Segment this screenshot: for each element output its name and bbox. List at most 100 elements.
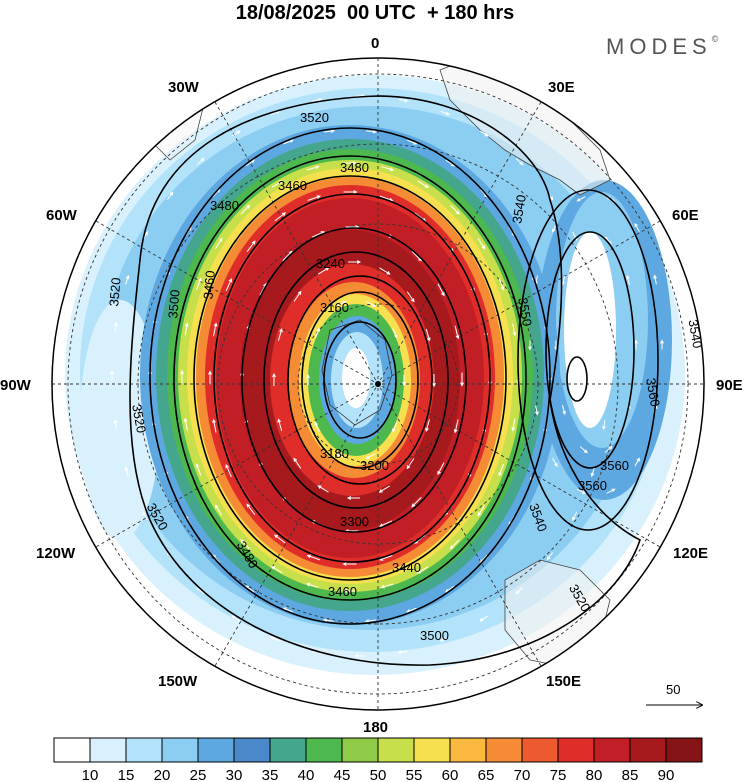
- wind-arrow: [113, 419, 118, 430]
- wind-arrow: [398, 98, 409, 103]
- contour-3440: [213, 193, 491, 563]
- wind-arrow: [354, 654, 365, 658]
- wind-arrow: [512, 323, 517, 337]
- colorbar-label: 10: [82, 767, 99, 782]
- contour-label: 3520: [300, 110, 329, 125]
- colorbar-swatch: [413, 737, 451, 763]
- contour-3460: [193, 175, 507, 581]
- wind-arrow: [602, 420, 606, 431]
- wind-arrow: [240, 539, 250, 549]
- colorbar-label: 45: [334, 767, 351, 782]
- wind-arrow: [110, 370, 114, 381]
- map-title: 18/08/2025 00 UTC + 180 hrs: [235, 2, 515, 24]
- wind-arrow: [293, 290, 302, 302]
- wind-arrow: [411, 497, 422, 508]
- contour-label: 3180: [320, 446, 349, 461]
- wind-arrow: [579, 237, 588, 245]
- wind-arrow: [604, 445, 613, 453]
- colorbar-swatch: [593, 737, 631, 763]
- wind-arrow: [406, 291, 415, 303]
- map-disk: 3520 3480 3460 3480 3540 3520 3500 3460 …: [52, 58, 704, 710]
- wind-arrow: [378, 485, 390, 493]
- colorbar-swatch: [161, 737, 199, 763]
- lon-label-180: 180: [363, 719, 388, 736]
- wind-arrow: [246, 503, 256, 516]
- wind-arrow: [380, 583, 394, 589]
- colorbar-label: 30: [226, 767, 243, 782]
- wind-arrow: [184, 322, 189, 336]
- colorbar: 10 15 20 25 30 35 40 45 50 55 60 65 70 75 80 85 90: [53, 737, 703, 782]
- wind-arrow: [346, 496, 360, 500]
- colorbar-label: 35: [262, 767, 279, 782]
- wind-arrow: [124, 466, 129, 477]
- colorbar-label: 70: [514, 767, 531, 782]
- colorbar-swatch: [485, 737, 523, 763]
- lon-label-150e: 150E: [546, 673, 581, 690]
- wind-arrow: [579, 446, 588, 454]
- wind-arrow: [166, 191, 174, 200]
- wind-arrow: [343, 190, 358, 194]
- contour-3180: [301, 291, 419, 469]
- wind-arrow: [272, 372, 276, 386]
- wind-arrow: [392, 422, 398, 433]
- contour-label: 3520: [106, 277, 123, 307]
- contour-label: 3440: [392, 560, 421, 575]
- contour-3200: [287, 275, 433, 485]
- contour-label: 3520: [129, 403, 149, 434]
- wind-reference: 50: [646, 682, 702, 705]
- colorbar-swatch: [305, 737, 343, 763]
- colorbar-label: 15: [118, 767, 135, 782]
- colorbar-label: 85: [622, 767, 639, 782]
- wind-arrow: [606, 488, 616, 494]
- contour-3520: [129, 95, 641, 666]
- wind-arrow: [416, 566, 429, 574]
- wind-arrow: [535, 405, 539, 416]
- lon-label-90e: 90E: [716, 377, 743, 394]
- wind-arrow: [515, 158, 524, 166]
- wind-arrow: [653, 274, 657, 285]
- colorbar-label: 75: [550, 767, 567, 782]
- contour-label: 3160: [320, 300, 349, 315]
- colorbar-swatch: [341, 737, 379, 763]
- wind-arrow: [273, 534, 286, 544]
- wind-arrow: [277, 328, 283, 341]
- wind-arrow: [214, 504, 223, 516]
- wind-arrow: [314, 327, 320, 338]
- south-pole-marker: [375, 381, 381, 387]
- wind-arrow: [437, 462, 445, 476]
- contour-high-center: [566, 356, 588, 402]
- colorbar-label: 90: [658, 767, 675, 782]
- wind-arrow: [432, 374, 436, 388]
- wind-arrow: [634, 339, 638, 350]
- wind-arrow: [552, 458, 558, 468]
- wind-arrow: [324, 129, 336, 133]
- wind-arrow: [342, 562, 357, 566]
- modes-logo: MODES©: [606, 34, 718, 60]
- contour-labels: 3520 3480 3460 3480 3540 3520 3500 3460 …: [106, 110, 704, 643]
- wind-reference-label: 50: [666, 682, 680, 697]
- wind-arrow: [271, 180, 284, 188]
- wind-arrow: [511, 418, 516, 432]
- colorbar-label: 20: [154, 767, 171, 782]
- colorbar-label: 80: [586, 767, 603, 782]
- wind-arrow: [381, 166, 395, 172]
- colorbar-label: 65: [478, 767, 495, 782]
- wind-arrow: [634, 222, 640, 232]
- colorbar-swatch: [53, 737, 91, 763]
- contour-label: 3560: [600, 458, 629, 473]
- contour-label: 3460: [200, 270, 217, 300]
- colorbar-swatch: [269, 737, 307, 763]
- wind-arrow: [576, 196, 586, 202]
- wind-arrow: [364, 619, 376, 623]
- brand-text: MODES: [606, 34, 712, 59]
- contour-label: 3500: [420, 628, 449, 643]
- wind-arrow: [602, 322, 607, 333]
- wind-arrow: [225, 464, 232, 478]
- wind-arrow: [660, 339, 664, 350]
- wind-arrow: [196, 157, 205, 165]
- wind-arrow: [323, 618, 335, 623]
- wind-arrow: [440, 110, 451, 116]
- wind-arrow: [572, 511, 578, 521]
- wind-arrow: [336, 301, 347, 307]
- wind-arrow: [269, 636, 280, 642]
